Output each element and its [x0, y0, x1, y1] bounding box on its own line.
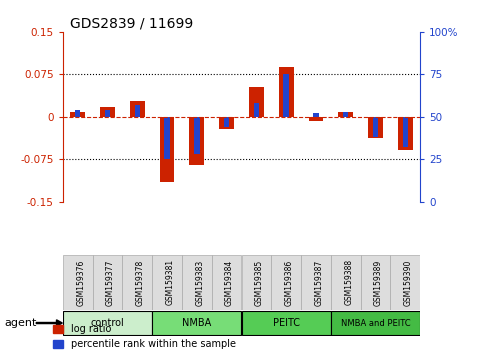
Bar — [254, 103, 259, 117]
Bar — [373, 117, 378, 137]
Bar — [331, 255, 361, 310]
Text: GDS2839 / 11699: GDS2839 / 11699 — [70, 17, 193, 31]
Bar — [93, 255, 122, 310]
Text: GSM159385: GSM159385 — [255, 259, 264, 306]
Bar — [224, 117, 229, 127]
Bar — [249, 87, 264, 117]
Bar — [70, 112, 85, 117]
Bar — [361, 255, 390, 310]
Text: NMBA: NMBA — [182, 318, 212, 328]
Bar — [212, 255, 242, 310]
Bar — [301, 255, 331, 310]
Bar — [343, 112, 348, 117]
Bar — [313, 113, 319, 117]
Text: GSM159376: GSM159376 — [76, 259, 85, 306]
Text: GSM159384: GSM159384 — [225, 259, 234, 306]
Bar — [398, 117, 413, 150]
Bar — [279, 67, 294, 117]
Bar — [122, 255, 152, 310]
Bar — [194, 117, 199, 154]
Bar — [368, 117, 383, 138]
Bar — [130, 101, 145, 117]
Bar — [135, 105, 140, 117]
Bar — [63, 311, 152, 335]
Bar — [284, 74, 289, 117]
Text: GSM159390: GSM159390 — [404, 259, 413, 306]
Bar — [182, 255, 212, 310]
Text: PEITC: PEITC — [273, 318, 299, 328]
Text: GSM159378: GSM159378 — [136, 259, 145, 306]
Bar — [242, 311, 331, 335]
Legend: log ratio, percentile rank within the sample: log ratio, percentile rank within the sa… — [53, 324, 236, 349]
Text: GSM159389: GSM159389 — [374, 259, 383, 306]
Bar — [403, 117, 408, 147]
Text: control: control — [91, 318, 124, 328]
Bar — [164, 117, 170, 159]
Bar — [159, 117, 174, 182]
Bar — [309, 117, 324, 121]
Bar — [75, 110, 80, 117]
Text: GSM159383: GSM159383 — [195, 259, 204, 306]
Bar — [219, 117, 234, 129]
Bar — [105, 110, 110, 117]
Text: NMBA and PEITC: NMBA and PEITC — [341, 319, 411, 327]
Text: GSM159388: GSM159388 — [344, 259, 353, 306]
Text: agent: agent — [5, 318, 37, 328]
Bar — [331, 311, 420, 335]
Bar — [63, 255, 93, 310]
Bar — [152, 311, 242, 335]
Text: GSM159381: GSM159381 — [166, 259, 174, 306]
Bar — [271, 255, 301, 310]
Bar — [390, 255, 420, 310]
Bar — [100, 107, 115, 117]
Bar — [242, 255, 271, 310]
Bar — [189, 117, 204, 165]
Bar — [152, 255, 182, 310]
Text: GSM159387: GSM159387 — [314, 259, 324, 306]
Bar — [338, 112, 353, 117]
Text: GSM159386: GSM159386 — [284, 259, 294, 306]
Text: GSM159377: GSM159377 — [106, 259, 115, 306]
